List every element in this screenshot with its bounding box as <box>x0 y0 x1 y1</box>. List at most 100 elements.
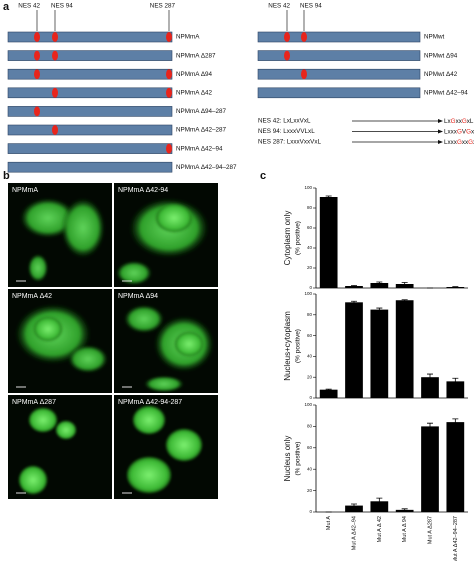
mutant-sequence: LxxxGVGxL <box>444 128 474 135</box>
construct-bar <box>7 68 173 80</box>
panel-label: a <box>3 1 10 13</box>
y-tick-label: 60 <box>307 333 313 338</box>
error-bar <box>452 377 459 385</box>
error-bar <box>351 285 357 287</box>
image-label: NPMmA Δ42-94 <box>118 187 168 194</box>
error-bar <box>401 282 408 286</box>
panel-label: b <box>3 170 10 182</box>
bar <box>370 309 389 398</box>
bar <box>345 505 363 512</box>
nes-site <box>166 87 172 98</box>
error-bar <box>351 300 357 304</box>
nucleus <box>29 408 57 432</box>
construct-label: NPMmA <box>176 34 200 41</box>
nes-site <box>52 32 58 42</box>
nucleus <box>156 204 192 232</box>
nes-label: NES 94 <box>51 3 73 10</box>
panel-label: c <box>260 170 266 182</box>
x-tick-label: Mut A Δ 94 <box>402 516 408 542</box>
image-label: NPMmA Δ94 <box>118 293 158 300</box>
sequence-part: xx <box>462 139 469 146</box>
error-bar <box>401 299 408 301</box>
image-label: NPMmA <box>12 187 38 194</box>
y-tick-label: 60 <box>307 445 313 450</box>
nes-label: NES 287 <box>150 3 176 10</box>
nucleus <box>56 421 76 439</box>
nes-site <box>301 69 307 80</box>
construct-label: NPMmA Δ94 <box>176 71 213 78</box>
cells <box>20 198 105 282</box>
construct-label: NPMmA Δ42–94 <box>176 145 223 152</box>
nes-site <box>284 32 290 42</box>
y-tick-label: 100 <box>304 291 312 296</box>
nucleus <box>175 332 203 356</box>
error-bar <box>452 286 459 288</box>
y-axis-unit: (% positive) <box>295 221 302 255</box>
y-axis-label: Nucleus only <box>283 436 292 482</box>
cell <box>28 254 48 282</box>
sequence-part: G <box>468 139 473 146</box>
error-bar <box>376 281 383 284</box>
construct-label: NPMmA Δ42–94–287 <box>176 164 237 171</box>
nes-label: NES 42 <box>18 3 40 10</box>
y-tick-label: 20 <box>307 265 313 270</box>
sequence-part: Lxxx <box>444 139 458 146</box>
arrow-head <box>438 140 443 144</box>
sequence-part: Lxxx <box>444 128 458 135</box>
nes-site <box>52 50 58 61</box>
construct-bar <box>257 87 421 99</box>
x-tick-label: Mut A <box>326 516 332 530</box>
y-tick-label: 40 <box>307 354 313 359</box>
construct-label: NPMwt Δ42–94 <box>424 89 468 96</box>
mutant-sequence: LxGxxGxL <box>444 118 474 125</box>
construct-label: NPMmA Δ42 <box>176 89 213 96</box>
sequence-part: G <box>462 118 467 125</box>
y-axis-unit: (% positive) <box>295 442 302 476</box>
nucleus <box>127 457 171 493</box>
arrow-head <box>438 129 443 134</box>
y-tick-label: 20 <box>307 374 313 379</box>
image-label: NPMmA Δ287 <box>12 399 56 406</box>
construct-bar <box>7 124 173 136</box>
construct-bar <box>257 31 421 43</box>
x-tick-label: Mut A Δ 42 <box>377 516 383 542</box>
sequence-part: G <box>451 118 456 125</box>
y-tick-label: 40 <box>307 466 313 471</box>
sequence-part: G <box>457 128 462 135</box>
bar <box>345 302 363 398</box>
error-bar <box>325 388 332 391</box>
nes-site <box>34 50 40 61</box>
sequence-part: G <box>466 128 471 135</box>
sequence-part: xL <box>471 128 474 135</box>
cells <box>15 304 108 373</box>
bar <box>345 286 363 288</box>
nucleus <box>34 317 62 341</box>
error-bar <box>427 373 433 381</box>
error-bar <box>452 418 459 426</box>
construct-bar <box>7 161 173 173</box>
cells <box>127 406 202 493</box>
cell <box>144 376 184 392</box>
construct-bar <box>257 68 421 80</box>
sequence-part: Lx <box>444 118 452 125</box>
construct-label: NPMmA Δ287 <box>176 52 216 59</box>
y-tick-label: 100 <box>304 402 312 407</box>
sequence-part: G <box>457 139 462 146</box>
construct-bar <box>7 143 173 154</box>
x-tick-label: Mut A Δ287 <box>427 516 433 544</box>
bar <box>421 377 439 398</box>
cells <box>116 198 209 285</box>
cell <box>116 261 152 285</box>
error-bar <box>376 497 383 505</box>
construct-label: NPMmA Δ42–287 <box>176 127 227 134</box>
y-tick-label: 0 <box>309 509 312 514</box>
error-bar <box>427 422 433 430</box>
construct-bar <box>7 87 173 99</box>
nes-label: NES 94 <box>300 3 322 10</box>
construct-label: NPMwt Δ94 <box>424 52 458 59</box>
y-tick-label: 0 <box>309 395 312 400</box>
bar <box>421 426 439 512</box>
construct-bar <box>7 106 173 117</box>
cells <box>124 305 214 392</box>
nes-label: NES 42 <box>268 3 290 10</box>
